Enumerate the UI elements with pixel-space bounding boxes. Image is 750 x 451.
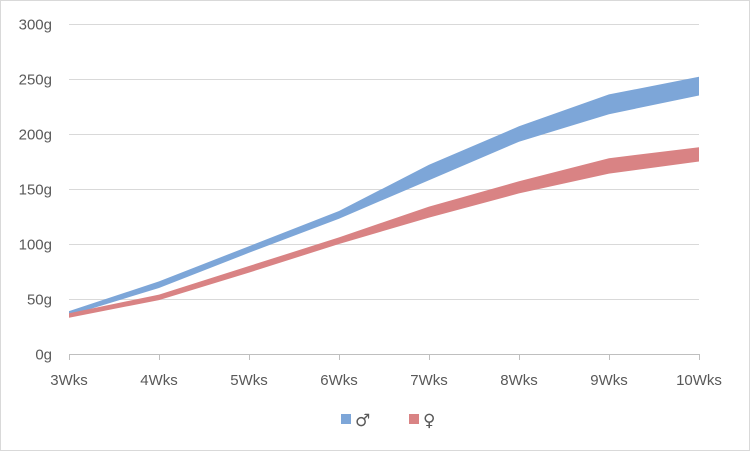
y-tick-label: 200g bbox=[19, 127, 52, 144]
x-tick-label: 4Wks bbox=[140, 372, 178, 389]
legend-label: ♀ bbox=[423, 411, 435, 431]
x-tick-label: 6Wks bbox=[320, 372, 358, 389]
y-tick-label: 150g bbox=[19, 182, 52, 199]
x-tick-label: 8Wks bbox=[500, 372, 538, 389]
y-axis-labels: 0g 50g 100g 150g 200g 250g 300g bbox=[19, 17, 52, 364]
x-axis: 3Wks 4Wks 5Wks 6Wks 7Wks 8Wks 9Wks 10Wks bbox=[50, 354, 722, 389]
y-tick-label: 50g bbox=[27, 292, 52, 309]
x-tick-label: 10Wks bbox=[676, 372, 722, 389]
y-tick-label: 0g bbox=[35, 347, 52, 364]
legend-label: ♂ bbox=[355, 411, 370, 431]
gridlines bbox=[69, 24, 699, 300]
y-tick-label: 250g bbox=[19, 72, 52, 89]
series-band-female bbox=[69, 147, 699, 318]
y-tick-label: 100g bbox=[19, 237, 52, 254]
x-tick-label: 3Wks bbox=[50, 372, 88, 389]
legend-swatch bbox=[409, 414, 419, 424]
legend: ♂ ♀ bbox=[341, 411, 435, 431]
x-tick-label: 9Wks bbox=[590, 372, 628, 389]
x-tick-label: 7Wks bbox=[410, 372, 448, 389]
y-tick-label: 300g bbox=[19, 17, 52, 34]
series-band-male bbox=[69, 76, 699, 316]
x-tick-label: 5Wks bbox=[230, 372, 268, 389]
series-bands bbox=[69, 76, 699, 318]
legend-swatch bbox=[341, 414, 351, 424]
